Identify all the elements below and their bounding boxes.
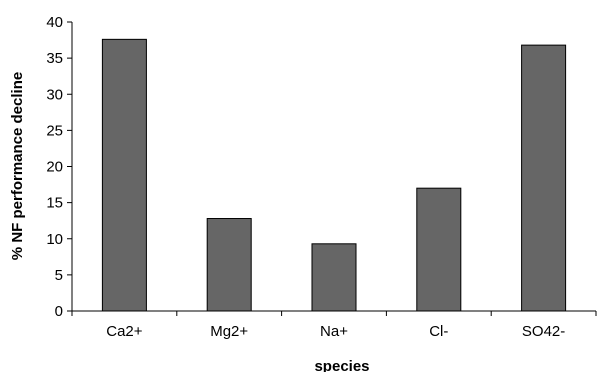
bar-na	[311, 243, 357, 312]
x-tick-label: Cl-	[429, 323, 448, 340]
x-tick-label: Ca2+	[106, 323, 143, 340]
x-tick-label: Na+	[320, 323, 348, 340]
x-tick-label: Mg2+	[210, 323, 248, 340]
y-tick-label: 15	[46, 195, 63, 212]
y-tick-label: 40	[46, 14, 63, 31]
bars-group	[101, 38, 567, 312]
bar-so42	[521, 44, 567, 312]
y-tick-label: 0	[55, 303, 63, 320]
bar-ca2	[101, 38, 147, 312]
y-tick-label: 25	[46, 122, 63, 139]
y-axis-title: % NF performance decline	[9, 72, 26, 260]
x-axis-title: species	[314, 358, 369, 372]
y-tick-label: 10	[46, 231, 63, 248]
y-tick-label: 30	[46, 86, 63, 103]
y-tick-label: 20	[46, 159, 63, 176]
y-tick-label: 5	[55, 267, 63, 284]
x-tick-label: SO42-	[522, 323, 565, 340]
y-ticks-group: 0 5 10 15 20 25 30 35 40	[46, 14, 72, 320]
bar-mg2	[206, 218, 252, 312]
y-tick-label: 35	[46, 50, 63, 67]
bar-cl	[416, 187, 462, 312]
x-ticks-group: Ca2+ Mg2+ Na+ Cl- SO42-	[71, 311, 597, 340]
